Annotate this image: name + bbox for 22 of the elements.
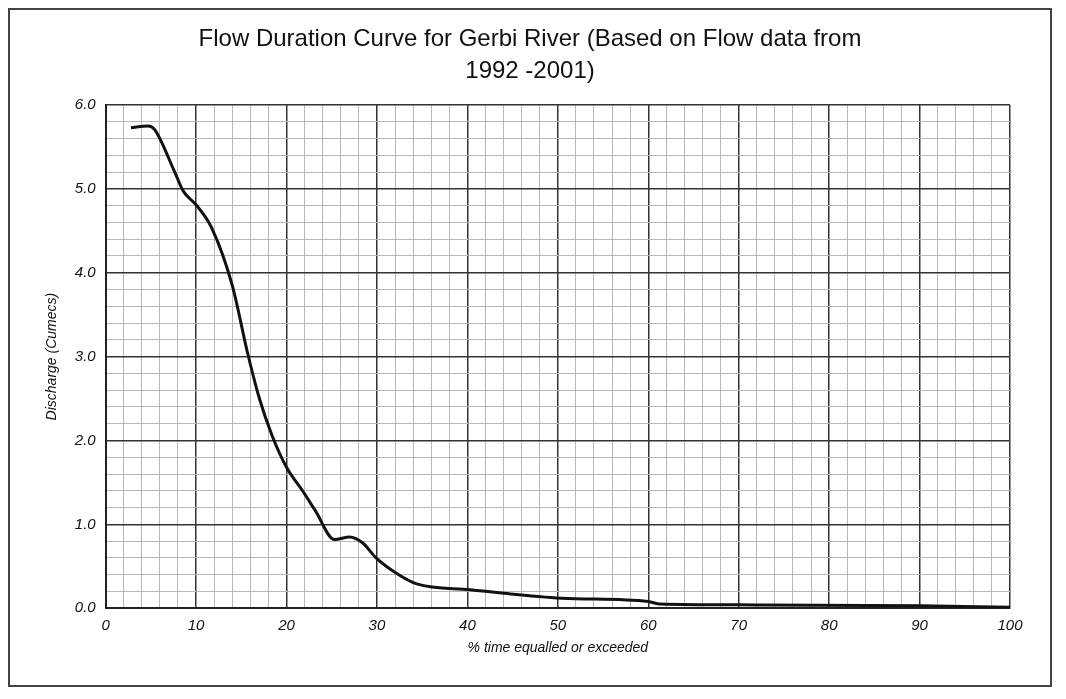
line-series: [129, 124, 1010, 609]
y-axis-title: Discharge (Cumecs): [43, 292, 60, 421]
x-tick-label: 10: [187, 615, 206, 633]
y-tick-label: 3.0: [74, 346, 97, 364]
x-axis-title: % time equalled or exceeded: [467, 639, 650, 656]
y-tick-label: 6.0: [74, 95, 97, 113]
x-tick-label: 20: [277, 615, 296, 633]
y-tick-label: 2.0: [73, 430, 97, 448]
chart-title: Flow Duration Curve for Gerbi River (Based on Flow data from 1992 -2001): [197, 23, 863, 85]
x-tick-label: 90: [911, 615, 929, 633]
y-tick-label: 5.0: [74, 179, 97, 197]
x-tick-label: 80: [820, 615, 839, 633]
x-tick-label: 70: [730, 615, 748, 633]
x-tick-label: 60: [639, 615, 658, 633]
x-tick-label: 30: [368, 615, 386, 633]
x-tick-label: 40: [459, 615, 477, 633]
y-tick-label: 0.0: [74, 598, 97, 616]
x-tick-label: 0: [101, 615, 111, 633]
y-tick-label: 1.0: [74, 514, 97, 532]
x-tick-label: 100: [997, 615, 1024, 633]
y-tick-label: 4.0: [74, 262, 97, 280]
x-tick-label: 50: [549, 615, 567, 633]
